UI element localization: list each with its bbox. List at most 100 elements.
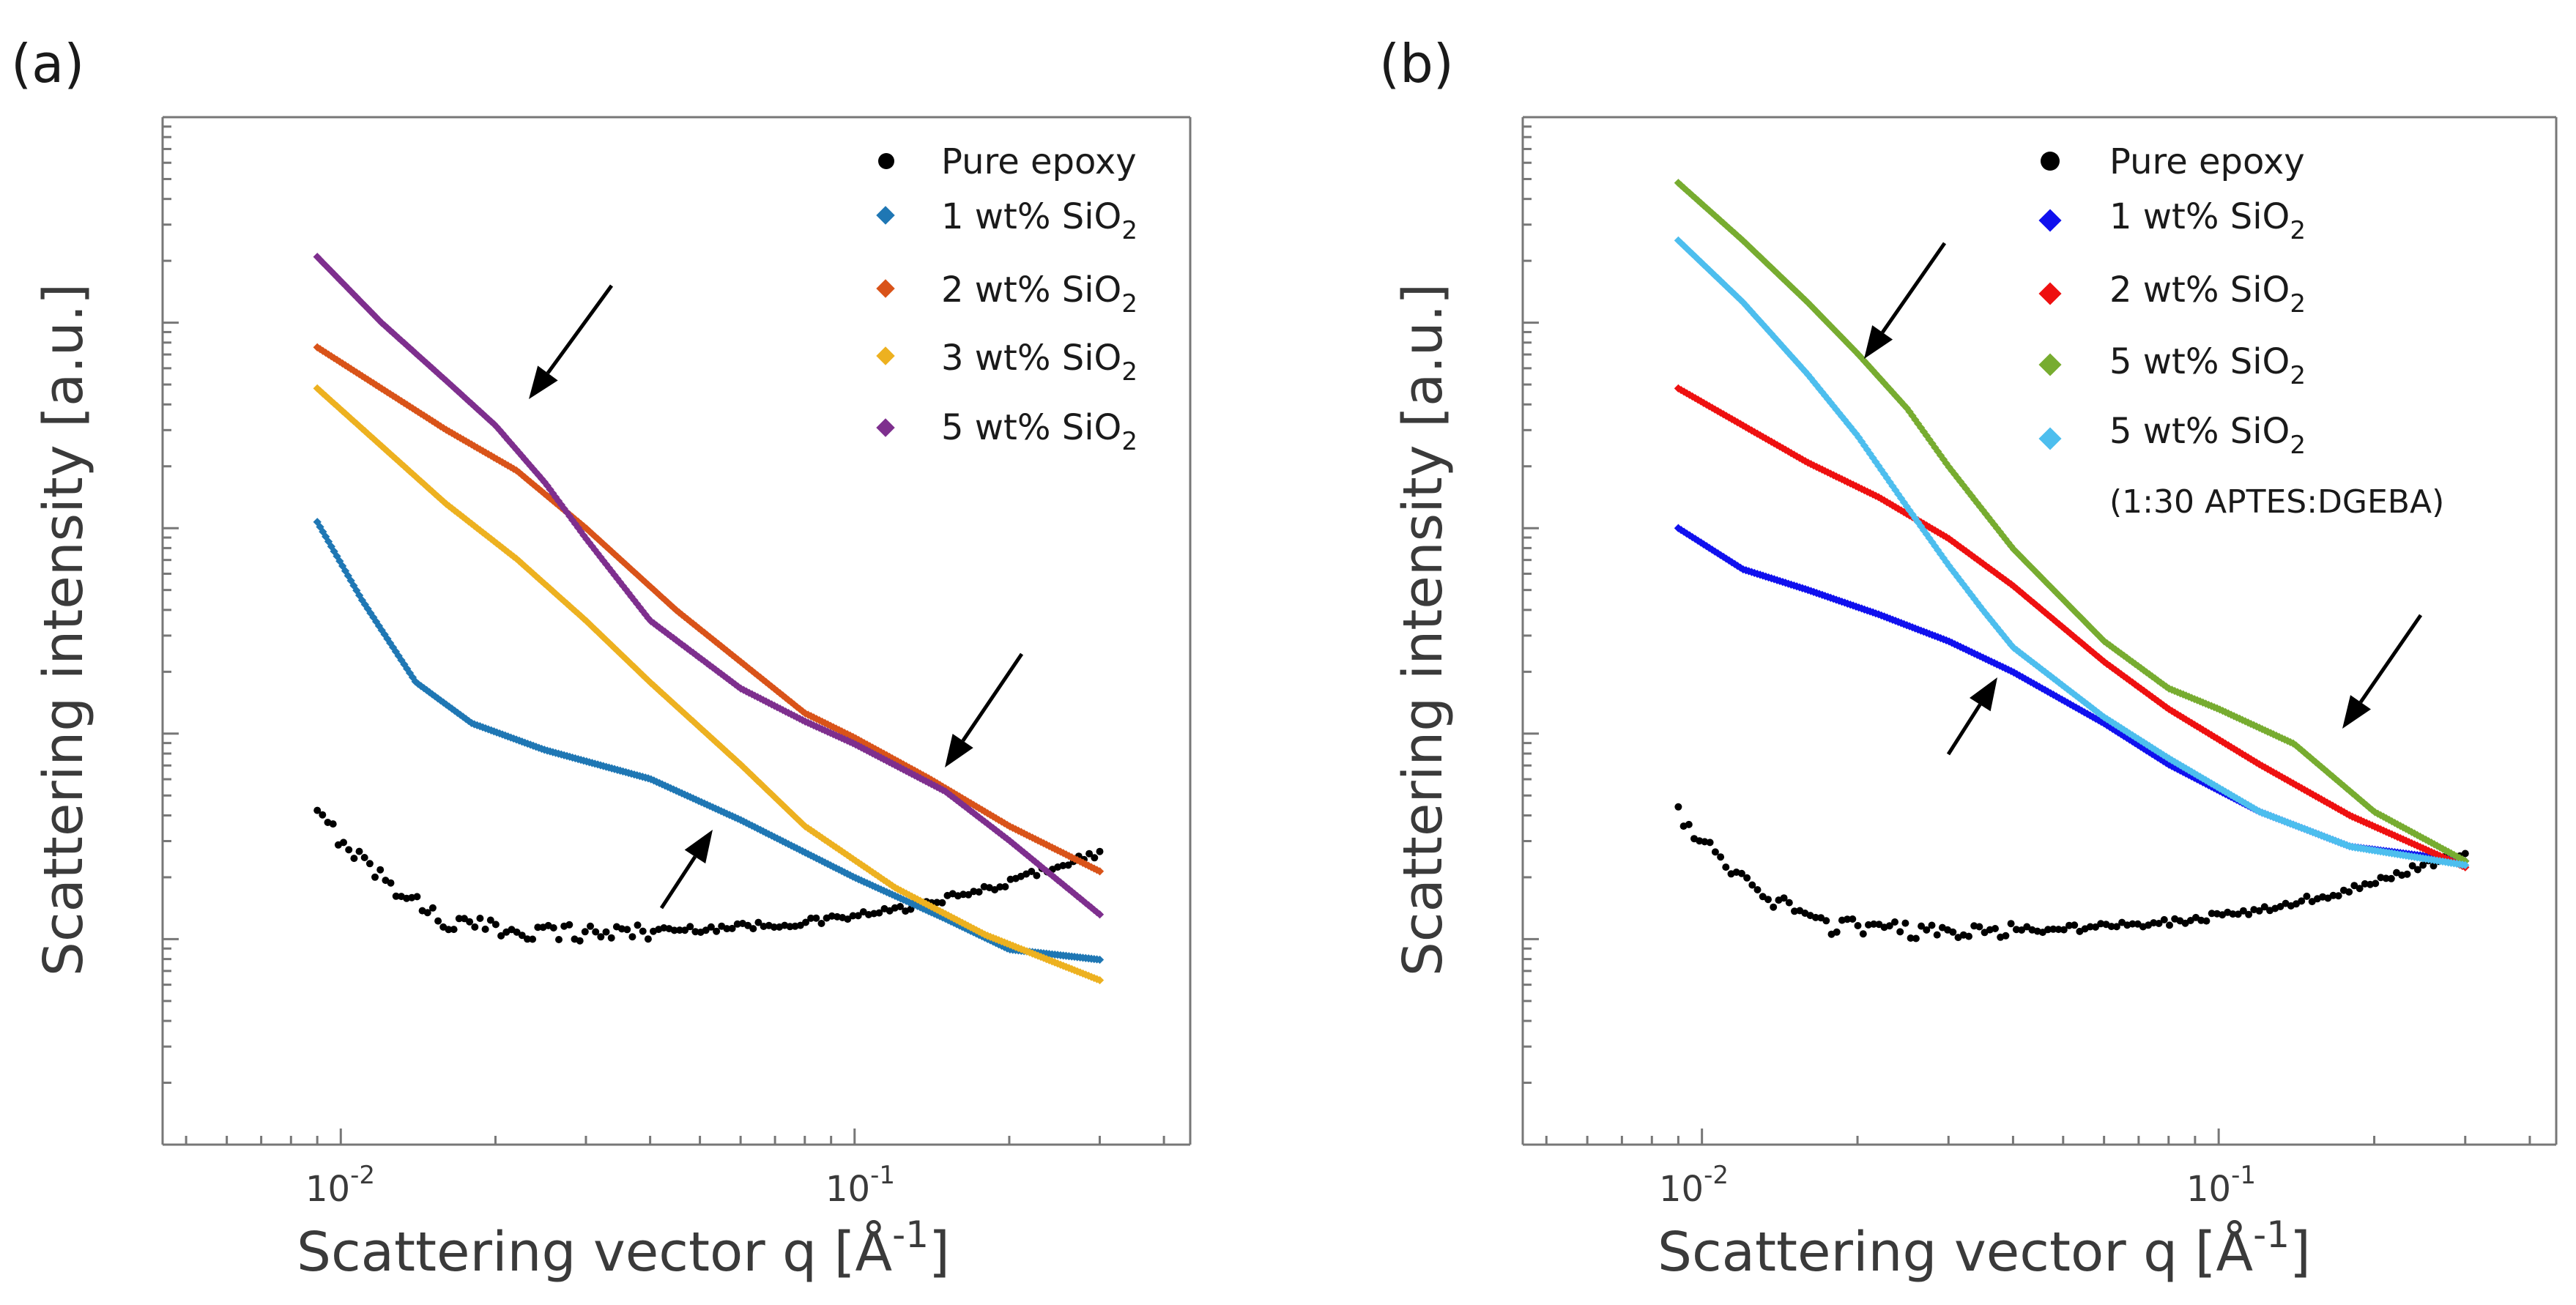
legend-marker-a-pure-epoxy [878, 153, 894, 169]
data-point-a-0-137 [1033, 871, 1041, 880]
legend-marker-a-2wt [876, 279, 895, 298]
data-point-b-0-106 [2234, 910, 2242, 918]
data-point-a-0-96 [817, 920, 825, 927]
data-point-b-0-45 [1912, 934, 1920, 943]
legend-label-a-2wt: 2 wt% SiO2 [941, 269, 1137, 319]
legend-label-b-5wt-aptes: 5 wt% SiO2 [2109, 411, 2306, 460]
data-point-b-0-9 [1722, 863, 1730, 871]
data-point-a-0-19 [413, 893, 421, 901]
data-point-a-0-40 [524, 935, 531, 943]
data-point-b-0-129 [2356, 885, 2364, 893]
data-point-a-0-147 [1085, 849, 1094, 858]
data-point-a-0-124 [965, 891, 973, 899]
data-point-a-0-83 [749, 925, 757, 933]
data-point-a-0-82 [744, 921, 752, 929]
data-point-a-0-52 [587, 922, 594, 930]
data-point-a-0-101 [844, 915, 852, 923]
data-point-a-0-6 [345, 846, 353, 854]
data-point-b-0-83 [2112, 923, 2120, 931]
data-point-a-0-35 [497, 932, 505, 940]
data-point-b-0-132 [2372, 880, 2380, 888]
arrow-b-3-head [1970, 677, 1997, 712]
data-point-b-0-60 [1992, 925, 1999, 932]
data-point-b-0-18 [1770, 903, 1778, 911]
data-point-a-0-78 [723, 925, 731, 933]
data-point-b-0-143 [2430, 862, 2438, 870]
data-point-a-0-94 [807, 914, 815, 922]
legend-marker-b-5wt-aptes [2038, 427, 2062, 450]
data-point-b-0-41 [1891, 918, 1898, 926]
data-point-a-0-143 [1064, 861, 1072, 869]
x-tick-label-a-2: 10-1 [825, 1161, 895, 1210]
data-point-a-0-28 [460, 915, 468, 923]
data-point-b-0-72 [2055, 926, 2063, 934]
legend-marker-b-2wt [2038, 282, 2062, 305]
arrow-a-3-shaft [659, 855, 697, 910]
data-point-b-0-75 [2071, 921, 2079, 929]
data-point-a-0-54 [597, 933, 605, 941]
data-point-a-0-84 [754, 918, 762, 926]
data-point-a-0-79 [728, 924, 736, 932]
data-point-b-0-70 [2044, 926, 2052, 934]
data-point-a-0-142 [1059, 862, 1067, 869]
data-point-a-0-0 [313, 806, 322, 814]
data-point-b-0-86 [2128, 920, 2137, 928]
legend-marker-a-3wt [876, 346, 895, 365]
data-point-a-0-76 [713, 927, 721, 935]
x-axis-title-b: Scattering vector q [Å-1] [1658, 1213, 2311, 1284]
data-point-b-0-13 [1743, 874, 1751, 882]
data-point-a-0-60 [628, 933, 636, 941]
data-point-b-0-107 [2239, 907, 2247, 915]
data-point-a-0-39 [518, 932, 526, 940]
data-point-b-0-74 [2065, 921, 2073, 929]
data-point-a-0-31 [476, 915, 484, 922]
data-point-b-0-46 [1918, 922, 1926, 930]
data-point-a-0-59 [623, 926, 631, 934]
data-point-b-0-20 [1780, 894, 1788, 902]
data-point-a-0-12 [376, 866, 385, 874]
data-point-b-0-149 [2461, 849, 2469, 858]
panel-label-b: (b) [1379, 33, 1454, 94]
data-point-b-0-6 [1706, 839, 1714, 847]
data-point-a-0-29 [466, 918, 474, 926]
series-b-2 [1674, 384, 2470, 871]
data-point-b-0-48 [1928, 921, 1936, 929]
legend-label-a-3wt: 3 wt% SiO2 [941, 338, 1137, 387]
data-point-b-0-42 [1896, 928, 1904, 936]
data-point-b-0-140 [2413, 866, 2421, 874]
data-point-a-0-63 [644, 935, 652, 943]
data-point-a-0-69 [675, 926, 683, 934]
arrow-a-1-head [529, 365, 558, 399]
data-point-a-0-7 [350, 855, 358, 863]
series-a-2 [313, 343, 1105, 876]
data-point-a-0-126 [975, 888, 983, 896]
arrow-a-2-shaft [961, 652, 1024, 742]
data-point-a-0-148 [1091, 854, 1099, 862]
data-point-a-0-136 [1028, 868, 1036, 875]
data-point-b-0-82 [2107, 923, 2115, 931]
series-a-0 [313, 806, 1104, 945]
data-point-a-0-93 [802, 918, 809, 926]
data-point-a-0-25 [445, 926, 453, 934]
data-point-a-0-90 [786, 923, 794, 931]
data-point-b-0-35 [1859, 930, 1867, 938]
data-point-a-0-50 [576, 937, 584, 945]
data-point-b-0-91 [2155, 920, 2163, 927]
legend-label-a-1wt: 1 wt% SiO2 [941, 196, 1137, 245]
data-point-b-0-114 [2276, 903, 2284, 910]
data-point-a-0-75 [707, 923, 715, 931]
data-point-b-0-111 [2260, 903, 2268, 911]
data-point-b-0-134 [2382, 874, 2390, 882]
data-point-a-0-87 [770, 923, 778, 931]
data-point-b-0-65 [2018, 926, 2026, 934]
data-point-b-0-100 [2202, 917, 2211, 925]
data-point-a-0-45 [549, 924, 557, 932]
data-point-b-0-125 [2334, 892, 2342, 900]
annotation-arrows-a [529, 284, 1024, 910]
data-point-b-0-37 [1870, 920, 1878, 928]
legend-b: Pure epoxy 1 wt% SiO2 2 wt% SiO2 5 wt% S… [2038, 141, 2444, 521]
data-point-b-0-40 [1885, 922, 1893, 930]
legend-label-b-pure-epoxy: Pure epoxy [2109, 141, 2305, 182]
data-point-b-0-34 [1854, 922, 1862, 929]
